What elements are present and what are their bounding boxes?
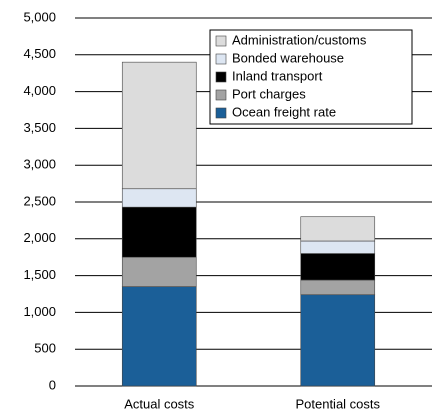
y-tick-label: 3,500 [23, 120, 56, 135]
bar-segment [121, 256, 197, 287]
bar-segment [300, 294, 376, 387]
y-tick-label: 2,500 [23, 193, 56, 208]
bar-segment [121, 206, 197, 258]
bar-segment [121, 188, 197, 208]
legend-swatch [215, 107, 227, 119]
bar-segment [300, 240, 376, 254]
legend-label: Inland transport [232, 68, 323, 83]
y-tick-label: 4,500 [23, 46, 56, 61]
legend-label: Administration/customs [232, 32, 367, 47]
bar-segment [300, 253, 376, 281]
legend-box [209, 29, 413, 125]
x-tick-label: Actual costs [124, 396, 195, 411]
legend-swatch [215, 71, 227, 83]
y-tick-label: 1,000 [23, 304, 56, 319]
legend-label: Bonded warehouse [232, 50, 344, 65]
legend-swatch [215, 53, 227, 65]
legend-swatch [215, 35, 227, 47]
x-tick-label: Potential costs [295, 396, 380, 411]
y-tick-label: 500 [34, 341, 56, 356]
y-tick-label: 4,000 [23, 83, 56, 98]
y-tick-label: 0 [49, 377, 56, 392]
bar-segment [300, 279, 376, 296]
bar-segment [121, 286, 197, 387]
legend-swatch [215, 89, 227, 101]
y-tick-label: 3,000 [23, 157, 56, 172]
bar-segment [121, 61, 197, 190]
y-tick-label: 2,000 [23, 230, 56, 245]
bar-segment [300, 216, 376, 242]
legend-label: Ocean freight rate [232, 104, 336, 119]
y-tick-label: 5,000 [23, 9, 56, 24]
y-tick-label: 1,500 [23, 267, 56, 282]
legend-label: Port charges [232, 86, 306, 101]
